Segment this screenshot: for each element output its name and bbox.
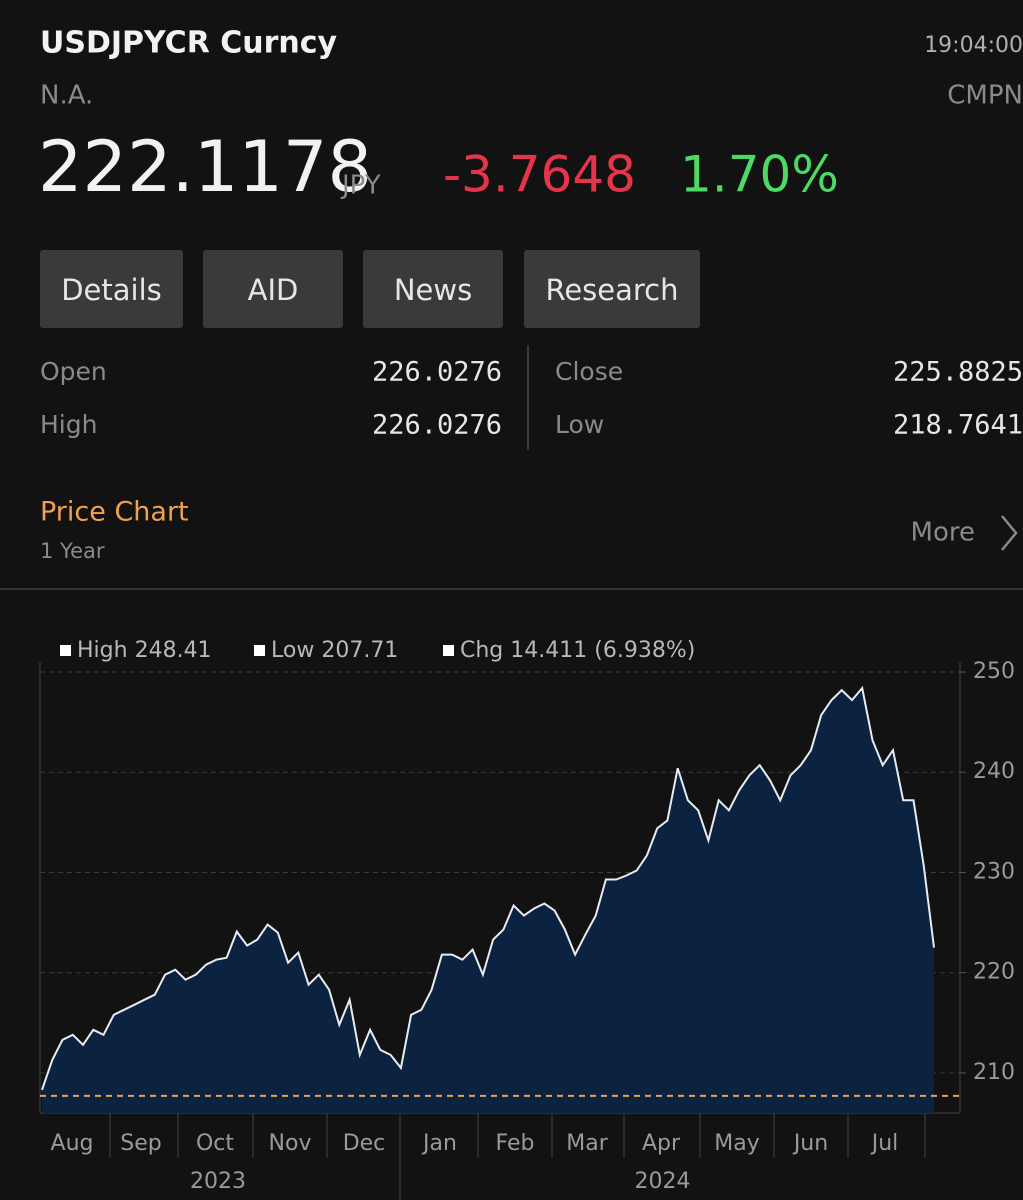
tab-button[interactable] xyxy=(203,250,343,328)
x-tick-label: Feb xyxy=(496,1131,535,1156)
y-tick-label: 250 xyxy=(973,659,1015,684)
legend-swatch xyxy=(254,645,265,656)
chevron[interactable] xyxy=(1001,515,1018,551)
legend-value: 248.41 xyxy=(135,638,212,663)
price-line xyxy=(41,685,935,1091)
x-tick-label: May xyxy=(714,1131,759,1156)
legend-item: High 248.41 xyxy=(77,638,212,663)
stat-label: Low xyxy=(555,410,604,439)
legend-label: Chg xyxy=(460,638,503,663)
y-tick-label: 230 xyxy=(973,859,1015,884)
tab-button-label[interactable]: Details xyxy=(61,273,162,307)
tab-button[interactable] xyxy=(40,250,183,328)
stat-value: 218.7641 xyxy=(893,410,1023,441)
x-tick-label: Sep xyxy=(120,1131,161,1156)
tab-button-label[interactable]: AID xyxy=(248,273,299,307)
y-tick-label: 240 xyxy=(973,759,1015,784)
stat-value: 226.0276 xyxy=(372,410,502,441)
price: 222.1178 xyxy=(38,126,372,208)
change: -3.7648 xyxy=(443,146,636,204)
tab-button-label[interactable]: News xyxy=(394,273,472,307)
more-link[interactable]: More xyxy=(911,515,1018,551)
y-tick-label: 210 xyxy=(973,1060,1015,1085)
section-title: Price Chart xyxy=(40,497,189,528)
x-tick-label: Nov xyxy=(269,1131,312,1156)
tab-button[interactable] xyxy=(524,250,700,328)
x-tick-label: Jun xyxy=(792,1131,828,1156)
x-tick-label: Jul xyxy=(870,1131,899,1156)
stat-value: 226.0276 xyxy=(372,357,502,388)
year-label: 2024 xyxy=(635,1169,691,1194)
legend-label: High xyxy=(77,638,128,663)
x-tick-label: Mar xyxy=(566,1131,608,1156)
x-tick-label: Jan xyxy=(421,1131,457,1156)
legend-swatch xyxy=(443,645,454,656)
change-pct: 1.70% xyxy=(680,146,839,204)
legend-value: 207.71 xyxy=(321,638,398,663)
x-tick-label: Dec xyxy=(343,1131,386,1156)
legend-value: 14.411 (6.938%) xyxy=(510,638,695,663)
x-tick-label: Apr xyxy=(642,1131,681,1156)
legend-swatch xyxy=(60,645,71,656)
legend-item: Low 207.71 xyxy=(271,638,398,663)
legend-label: Low xyxy=(271,638,314,663)
currency: JPY xyxy=(340,171,381,201)
stat-label: High xyxy=(40,410,97,439)
stat-label: Close xyxy=(555,357,623,386)
stat-label: Open xyxy=(40,357,107,386)
x-tick-label: Aug xyxy=(51,1131,94,1156)
ticker: USDJPYCR Curncy xyxy=(40,26,338,61)
area-fill xyxy=(42,688,934,1113)
tab-button-label[interactable]: Research xyxy=(545,273,678,307)
more-label[interactable]: More xyxy=(911,518,975,548)
x-tick-label: Oct xyxy=(196,1131,234,1156)
section-period: 1 Year xyxy=(40,539,105,563)
year-label: 2023 xyxy=(190,1169,246,1194)
source: N.A. xyxy=(40,81,93,111)
y-tick-label: 220 xyxy=(973,960,1015,985)
time: 19:04:00 xyxy=(924,33,1023,58)
tab-button[interactable] xyxy=(363,250,503,328)
stat-value: 225.8825 xyxy=(893,357,1023,388)
venue: CMPN xyxy=(947,81,1023,111)
legend-item: Chg 14.411 (6.938%) xyxy=(460,638,695,663)
